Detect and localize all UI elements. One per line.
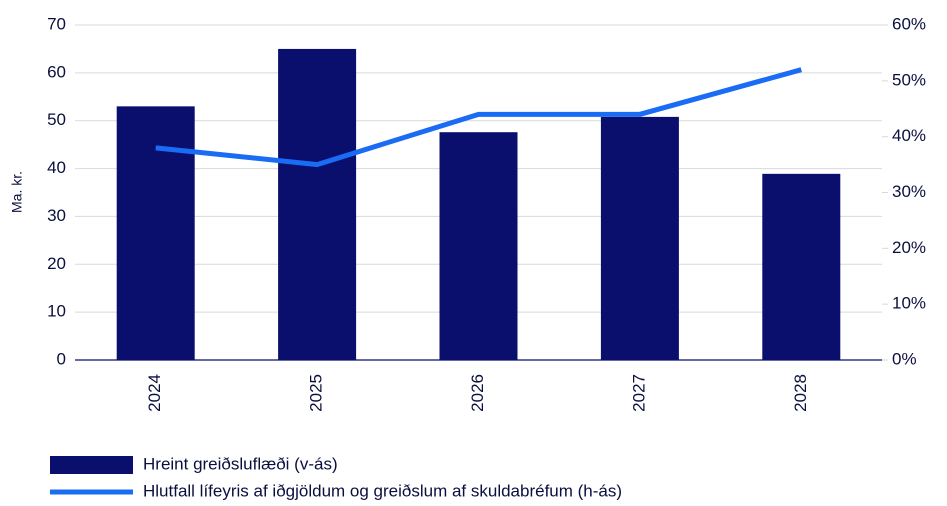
y2-tick-label: 60% — [892, 14, 926, 33]
x-tick-label: 2028 — [791, 374, 810, 412]
y-axis-label: Ma. kr. — [9, 171, 25, 213]
bar — [762, 173, 841, 360]
y-tick-label: 10 — [47, 302, 66, 321]
bar — [278, 48, 357, 361]
y2-tick-label: 40% — [892, 126, 926, 145]
x-tick-label: 2025 — [307, 374, 326, 412]
y-tick-label: 60 — [47, 62, 66, 81]
legend-swatch — [50, 456, 133, 474]
y2-tick-label: 0% — [892, 349, 917, 368]
x-tick-label: 2027 — [629, 374, 648, 412]
legend-label: Hlutfall lífeyris af iðgjöldum og greiðs… — [143, 481, 622, 500]
y2-tick-label: 50% — [892, 70, 926, 89]
legend-label: Hreint greiðsluflæði (v-ás) — [143, 454, 338, 473]
bar — [600, 116, 679, 360]
y-tick-label: 30 — [47, 206, 66, 225]
x-tick-label: 2026 — [468, 374, 487, 412]
bar — [439, 132, 518, 360]
bar — [116, 106, 195, 360]
y2-tick-label: 30% — [892, 182, 926, 201]
y-tick-label: 0 — [57, 349, 66, 368]
y-tick-label: 40 — [47, 158, 66, 177]
y2-tick-label: 20% — [892, 238, 926, 257]
line — [155, 67, 802, 168]
y-tick-label: 50 — [47, 110, 66, 129]
y-tick-label: 70 — [47, 14, 66, 33]
y-tick-label: 20 — [47, 254, 66, 273]
x-tick-label: 2024 — [145, 374, 164, 412]
y2-tick-label: 10% — [892, 294, 926, 313]
